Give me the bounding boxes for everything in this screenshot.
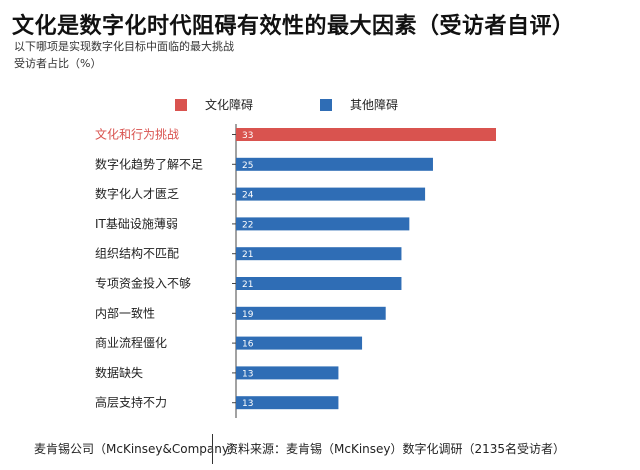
bar-value-label: 13 [242, 399, 253, 409]
bar [236, 217, 410, 231]
footer-company: 麦肯锡公司（McKinsey&Company） [34, 442, 241, 456]
bar-chart: 文化和行为挑战 33 数字化趋势了解不足 25 数字化人才匮乏 24 IT基础设施薄弱 22 组… [95, 124, 496, 418]
footer: 麦肯锡公司（McKinsey&Company） 资料来源：麦肯锡（McKinse… [0, 432, 640, 470]
category-label: 专项资金投入不够 [95, 276, 191, 291]
legend-swatch-culture [175, 98, 187, 111]
category-label: 商业流程僵化 [95, 335, 167, 350]
bar [236, 336, 363, 350]
bar [236, 157, 433, 171]
bar-value-label: 21 [242, 250, 253, 260]
legend-item-other: 其他障碍 [320, 96, 398, 113]
bar-value-label: 19 [242, 310, 254, 320]
footer-source: 资料来源：麦肯锡（McKinsey）数字化调研（2135名受访者） [226, 442, 566, 456]
bar [236, 247, 402, 261]
category-label: 数据缺失 [95, 365, 143, 380]
footer-divider [212, 434, 213, 464]
category-label: 高层支持不力 [95, 395, 167, 410]
category-label: 数字化趋势了解不足 [95, 156, 203, 171]
chart-subtitle-unit: 受访者占比（%） [14, 57, 102, 70]
bar [236, 128, 496, 141]
bar-value-label: 24 [242, 191, 254, 201]
legend-label-culture: 文化障碍 [205, 98, 254, 112]
chart-title: 文化是数字化时代阻碍有效性的最大因素（受访者自评） [12, 14, 575, 39]
bar [236, 396, 339, 410]
legend-label-other: 其他障碍 [350, 98, 399, 112]
bar-value-label: 21 [242, 280, 253, 290]
bar [236, 187, 426, 201]
chart-subtitle-question: 以下哪项是实现数字化目标中面临的最大挑战 [14, 40, 234, 53]
bar-value-label: 13 [242, 369, 253, 379]
category-label: 数字化人才匮乏 [95, 186, 179, 201]
category-label: 组织结构不匹配 [95, 246, 179, 261]
bar-value-label: 16 [242, 340, 254, 350]
category-label: 文化和行为挑战 [95, 127, 179, 142]
bar [236, 306, 386, 320]
bar-value-label: 22 [242, 220, 253, 230]
bar [236, 277, 402, 290]
category-label: 内部一致性 [95, 305, 155, 320]
bar-value-label: 33 [242, 131, 253, 141]
bar-value-label: 25 [242, 161, 253, 171]
bar [236, 366, 339, 380]
legend-swatch-other [320, 98, 332, 111]
legend-item-culture: 文化障碍 [175, 96, 253, 113]
category-label: IT基础设施薄弱 [95, 216, 178, 231]
